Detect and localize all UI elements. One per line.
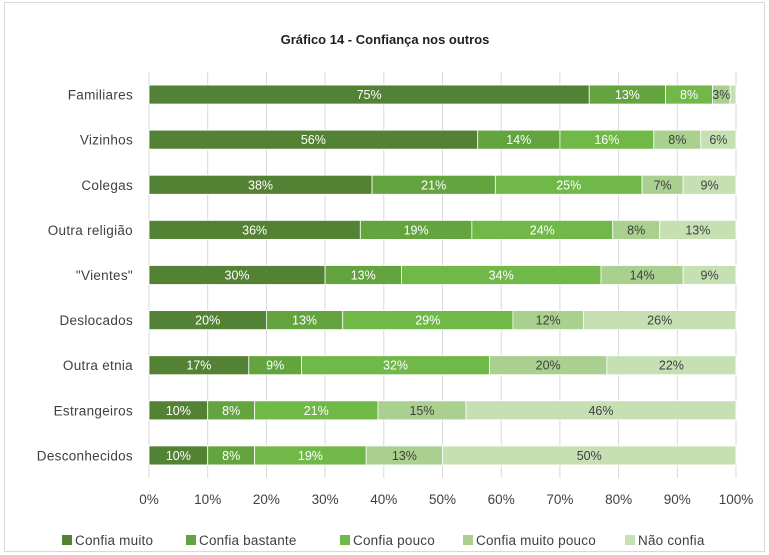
legend-label: Confia bastante (199, 533, 297, 548)
bar-data-label: 16% (594, 133, 619, 147)
bar-data-label: 13% (292, 314, 317, 328)
bar-data-label: 22% (659, 359, 684, 373)
bar-data-label: 9% (701, 269, 719, 283)
bar-data-label: 14% (630, 269, 655, 283)
bar-data-label: 13% (685, 223, 710, 237)
bar-data-label: 20% (195, 314, 220, 328)
bar-data-label: 9% (266, 359, 284, 373)
legend-swatch (340, 535, 350, 545)
bar-data-label: 10% (166, 449, 191, 463)
category-label: "Vientes" (76, 268, 133, 283)
x-tick-label: 50% (429, 492, 456, 507)
x-tick-label: 60% (488, 492, 515, 507)
bar-data-label: 13% (392, 449, 417, 463)
bar-segment (465, 400, 737, 421)
bar-data-label: 3% (712, 88, 730, 102)
bar-data-label: 21% (421, 178, 446, 192)
x-tick-label: 0% (139, 492, 159, 507)
bar-data-label: 8% (222, 404, 240, 418)
bar-data-label: 75% (357, 88, 382, 102)
category-label: Estrangeiros (54, 403, 133, 418)
x-tick-label: 80% (605, 492, 632, 507)
bar-data-label: 8% (627, 223, 645, 237)
bar-data-label: 21% (304, 404, 329, 418)
chart-title: Gráfico 14 - Confiança nos outros (281, 32, 490, 47)
bar-data-label: 56% (301, 133, 326, 147)
x-tick-label: 90% (664, 492, 691, 507)
bar-data-label: 6% (709, 133, 727, 147)
bar-segment (682, 174, 737, 195)
bar-data-label: 19% (298, 449, 323, 463)
bar-data-label: 19% (404, 223, 429, 237)
bar-data-label: 29% (415, 314, 440, 328)
category-label: Outra religião (48, 223, 133, 238)
bar-data-label: 14% (506, 133, 531, 147)
legend-label: Confia muito (75, 533, 153, 548)
bar-data-label: 7% (654, 178, 672, 192)
legend-swatch (62, 535, 72, 545)
legend-swatch (463, 535, 473, 545)
bar-data-label: 26% (647, 314, 672, 328)
category-label: Desconhecidos (37, 448, 133, 463)
bar-segment (729, 84, 737, 105)
bar-data-label: 34% (489, 269, 514, 283)
category-labels: Familiares Vizinhos Colegas Outra religião "… (37, 88, 133, 464)
legend-label: Não confia (638, 533, 705, 548)
legend-swatch (625, 535, 635, 545)
bar-data-label: 30% (225, 269, 250, 283)
x-tick-label: 100% (719, 492, 754, 507)
bar-data-label: 36% (242, 223, 267, 237)
category-label: Familiares (68, 88, 133, 103)
bar-data-label: 8% (668, 133, 686, 147)
bar-segment (682, 265, 737, 285)
bar-data-label: 50% (577, 449, 602, 463)
bar-data-label: 25% (556, 178, 581, 192)
legend-swatch (186, 535, 196, 545)
bar-data-label: 38% (248, 178, 273, 192)
x-tick-label: 20% (253, 492, 280, 507)
bar-data-label: 9% (701, 178, 719, 192)
bar-segment (700, 129, 737, 150)
x-axis-tick-labels: 0% 10% 20% 30% 40% 50% 60% 70% 80% 90% 100% (139, 492, 753, 507)
category-label: Deslocados (59, 313, 133, 328)
category-label: Colegas (81, 178, 133, 193)
bar-segment (659, 219, 737, 240)
bar-data-label: 8% (222, 449, 240, 463)
bar-data-label: 10% (166, 404, 191, 418)
bar-data-label: 46% (588, 404, 613, 418)
category-label: Outra etnia (63, 358, 133, 373)
x-tick-label: 70% (546, 492, 573, 507)
bars-layer: 75% 13% 8% 3% 56% 14% 16% 8% 6% 38% 21% 25% 7% 9% 36% 1… (148, 84, 737, 466)
bar-data-label: 13% (351, 269, 376, 283)
legend-label: Confia pouco (353, 533, 435, 548)
bar-data-label: 20% (536, 359, 561, 373)
bar-segment (582, 310, 737, 331)
bar-segment (606, 355, 737, 376)
bar-segment (442, 445, 737, 466)
bar-data-label: 8% (680, 88, 698, 102)
x-tick-label: 10% (194, 492, 221, 507)
legend-label: Confia muito pouco (476, 533, 596, 548)
legend: Confia muito Confia bastante Confia pouco C… (62, 533, 705, 548)
bar-data-label: 13% (615, 88, 640, 102)
bar-data-label: 12% (536, 314, 561, 328)
category-label: Vizinhos (80, 133, 133, 148)
bar-data-label: 32% (383, 359, 408, 373)
bar-data-label: 15% (409, 404, 434, 418)
x-tick-label: 40% (370, 492, 397, 507)
bar-data-label: 24% (530, 223, 555, 237)
x-tick-label: 30% (312, 492, 339, 507)
bar-data-label: 17% (186, 359, 211, 373)
